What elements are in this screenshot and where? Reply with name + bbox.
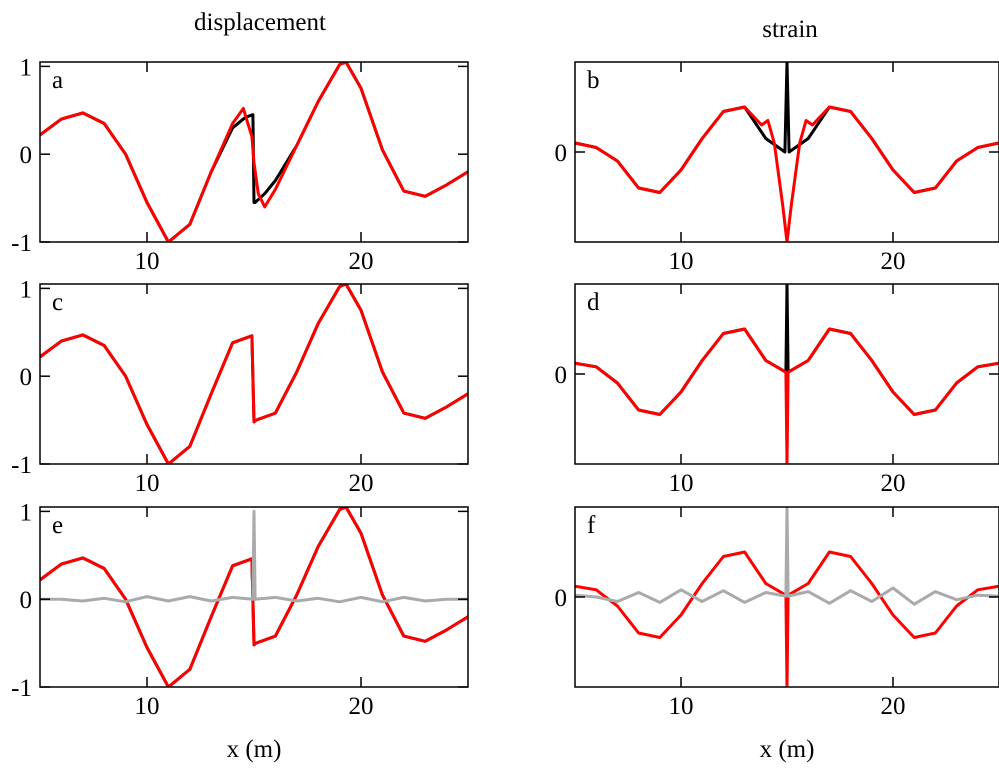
panel-letter-a: a: [52, 67, 63, 94]
x-axis-label-e: x (m): [227, 736, 282, 763]
plot-frame-c: [39, 283, 469, 465]
x-tick-label-e-1: 20: [349, 693, 374, 720]
column-title-displacement: displacement: [194, 9, 326, 36]
panel-b: 10 20 0 b: [555, 61, 999, 275]
series-line-a-1: [40, 62, 468, 242]
x-tick-label-f-0: 10: [669, 693, 694, 720]
x-tick-label-c-0: 10: [135, 470, 160, 497]
x-tick-label-c-1: 20: [349, 470, 374, 497]
series-line-b-0: [575, 62, 999, 194]
series-line-d-1: [575, 327, 999, 464]
panel-d: 10 20 0 d: [555, 283, 999, 497]
y-tick-label-c-2: -1: [11, 452, 32, 479]
y-tick-label-e-0: 1: [20, 499, 33, 526]
x-tick-label-b-1: 20: [881, 248, 906, 275]
y-tick-label-b-0: 0: [555, 140, 568, 167]
y-tick-label-a-1: 0: [20, 142, 33, 169]
series-line-f-0: [575, 550, 999, 687]
series-line-c-1: [40, 284, 468, 464]
y-tick-label-e-1: 0: [20, 587, 33, 614]
panel-letter-e: e: [52, 512, 63, 539]
y-tick-label-a-2: -1: [11, 230, 32, 257]
panel-letter-f: f: [587, 512, 596, 539]
column-title-strain: strain: [762, 16, 818, 43]
x-tick-label-e-0: 10: [135, 693, 160, 720]
y-tick-label-c-0: 1: [20, 276, 33, 303]
series-line-b-1: [575, 105, 999, 242]
series-line-e-2: [40, 509, 468, 604]
y-tick-label-c-1: 0: [20, 364, 33, 391]
y-tick-label-e-2: -1: [11, 675, 32, 702]
plot-frame-e: [39, 506, 469, 688]
y-tick-label-a-0: 1: [20, 54, 33, 81]
plot-frame-a: [39, 61, 469, 243]
panel-letter-c: c: [52, 289, 63, 316]
panel-f: 10 20 0 f x (m): [555, 506, 999, 763]
x-tick-label-d-1: 20: [881, 470, 906, 497]
series-line-f-1: [575, 507, 999, 606]
y-tick-label-f-0: 0: [555, 585, 568, 612]
panel-letter-d: d: [587, 289, 600, 316]
x-tick-label-a-1: 20: [349, 248, 374, 275]
x-tick-label-d-0: 10: [669, 470, 694, 497]
y-tick-label-d-0: 0: [555, 362, 568, 389]
x-tick-label-b-0: 10: [669, 248, 694, 275]
panel-letter-b: b: [587, 67, 600, 94]
x-tick-label-a-0: 10: [135, 248, 160, 275]
x-axis-label-f: x (m): [760, 736, 815, 763]
x-tick-label-f-1: 20: [881, 693, 906, 720]
